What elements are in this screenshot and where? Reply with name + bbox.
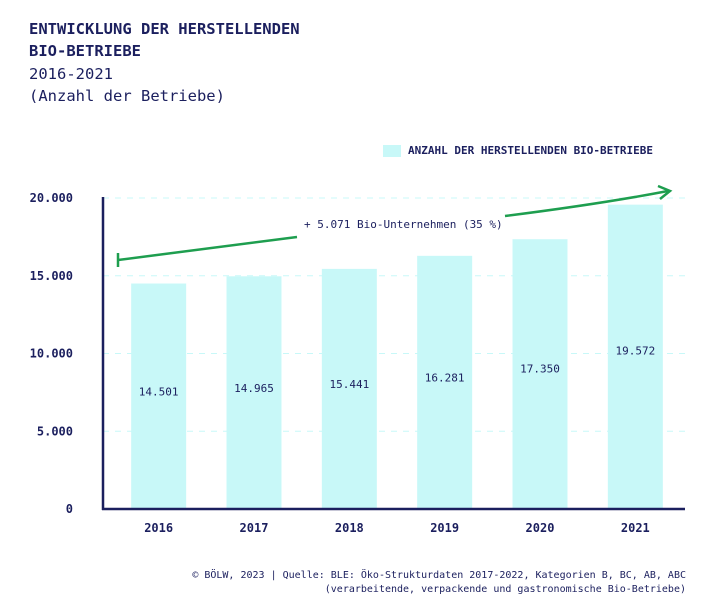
- growth-arrow-line-right: [504, 189, 669, 218]
- legend-label: ANZAHL DER HERSTELLENDEN BIO-BETRIEBE: [408, 144, 654, 157]
- bar-value-label: 17.350: [520, 363, 560, 376]
- bar-value-label: 16.281: [425, 371, 465, 384]
- y-tick-label: 20.000: [30, 191, 73, 205]
- bar: [607, 204, 663, 509]
- axes: [101, 197, 685, 511]
- bar-value-label: 19.572: [615, 345, 655, 358]
- bars: [131, 204, 663, 509]
- x-tick-label: 2018: [335, 521, 364, 535]
- chart-legend: ANZAHL DER HERSTELLENDEN BIO-BETRIEBE: [383, 144, 653, 157]
- source-line-1: © BÖLW, 2023 | Quelle: BLE: Öko-Struktur…: [192, 570, 686, 581]
- chart-subtitle: 2016-2021 (Anzahl der Betriebe): [29, 63, 225, 107]
- y-tick-label: 10.000: [30, 347, 73, 361]
- bar: [321, 268, 377, 509]
- bar-value-label: 14.501: [139, 386, 179, 399]
- source-line-2: (verarbeitende, verpackende und gastrono…: [324, 584, 686, 595]
- bar: [131, 283, 187, 509]
- y-tick-label: 0: [66, 502, 73, 516]
- bar-value-label: 15.441: [329, 378, 369, 391]
- bar: [226, 276, 282, 509]
- chart-subtitle-years: 2016-2021: [29, 65, 113, 83]
- x-tick-label: 2021: [621, 521, 650, 535]
- growth-arrow: + 5.071 Bio-Unternehmen (35 %): [116, 184, 673, 267]
- bar-value-label: 14.965: [234, 382, 274, 395]
- growth-arrow-head-icon: [657, 184, 673, 200]
- legend-swatch: [383, 144, 401, 157]
- chart-title-line-1: ENTWICKLUNG DER HERSTELLENDEN: [29, 20, 300, 38]
- bar: [512, 239, 568, 509]
- x-tick-label: 2019: [430, 521, 459, 535]
- growth-arrow-line-left: [117, 235, 298, 262]
- x-tick-label: 2016: [144, 521, 173, 535]
- chart-title-line-2: BIO-BETRIEBE: [29, 42, 141, 60]
- x-tick-label: 2017: [240, 521, 269, 535]
- growth-annotation: + 5.071 Bio-Unternehmen (35 %): [304, 218, 503, 231]
- x-tick-labels: 2016 2017 2018 2019 2020 2021: [144, 521, 650, 535]
- source-footer: © BÖLW, 2023 | Quelle: BLE: Öko-Struktur…: [192, 569, 686, 597]
- value-labels: 14.501 14.965 15.441 16.281 17.350 19.572: [139, 345, 655, 399]
- grid-lines: [103, 197, 685, 432]
- chart-title: ENTWICKLUNG DER HERSTELLENDEN BIO-BETRIE…: [29, 18, 300, 62]
- chart-subtitle-unit: (Anzahl der Betriebe): [29, 87, 225, 105]
- x-tick-label: 2020: [526, 521, 555, 535]
- y-tick-label: 5.000: [37, 424, 73, 438]
- bar: [417, 255, 473, 509]
- y-tick-labels: 0 5.000 10.000 15.000 20.000: [30, 191, 73, 516]
- y-tick-label: 15.000: [30, 269, 73, 283]
